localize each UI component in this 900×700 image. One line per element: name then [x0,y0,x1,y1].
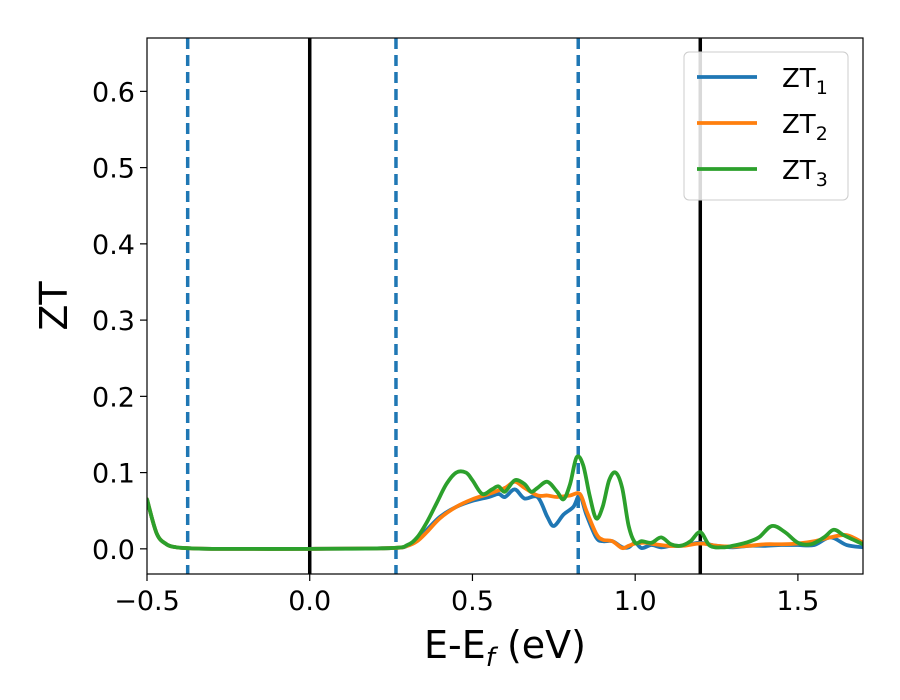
series-layer [147,454,863,551]
x-tick-label: 1.5 [776,586,819,617]
y-tick-label: 0.6 [92,77,135,108]
legend-label-main: ZT [782,156,816,186]
legend-label-zt1: ZT1 [782,64,828,99]
legend-frame [683,51,849,201]
x-axis-title-unit: (eV) [495,623,586,667]
legend-label-subscript: 2 [816,123,828,145]
y-tick-label: 0.4 [92,230,135,261]
legend-label-subscript: 3 [816,169,828,191]
legend-label-main: ZT [782,64,816,94]
legend-label-zt2: ZT2 [782,110,828,145]
x-axis-title: E-Ef (eV) [424,623,586,673]
x-tick-label: −0.5 [114,586,180,617]
legend-label-zt3: ZT3 [782,156,828,191]
x-axis: −0.5 0.0 0.5 1.0 1.5 [114,574,819,617]
x-tick-label: 0.0 [288,586,331,617]
y-tick-label: 0.2 [92,382,135,413]
x-tick-label: 1.0 [614,586,657,617]
plot-frame [146,37,864,575]
y-tick-label: 0.3 [92,306,135,337]
y-tick-label: 0.0 [92,535,135,566]
y-tick-label: 0.5 [92,154,135,185]
legend-label-main: ZT [782,110,816,140]
y-axis: 0.0 0.1 0.2 0.3 0.4 0.5 0.6 [92,77,147,566]
legend-label-subscript: 1 [816,77,828,99]
x-tick-label: 0.5 [451,586,494,617]
series-line-zt3 [147,454,863,551]
y-tick-label: 0.1 [92,459,135,490]
x-axis-title-main: E-E [424,623,486,667]
y-axis-title: ZT [32,281,76,331]
